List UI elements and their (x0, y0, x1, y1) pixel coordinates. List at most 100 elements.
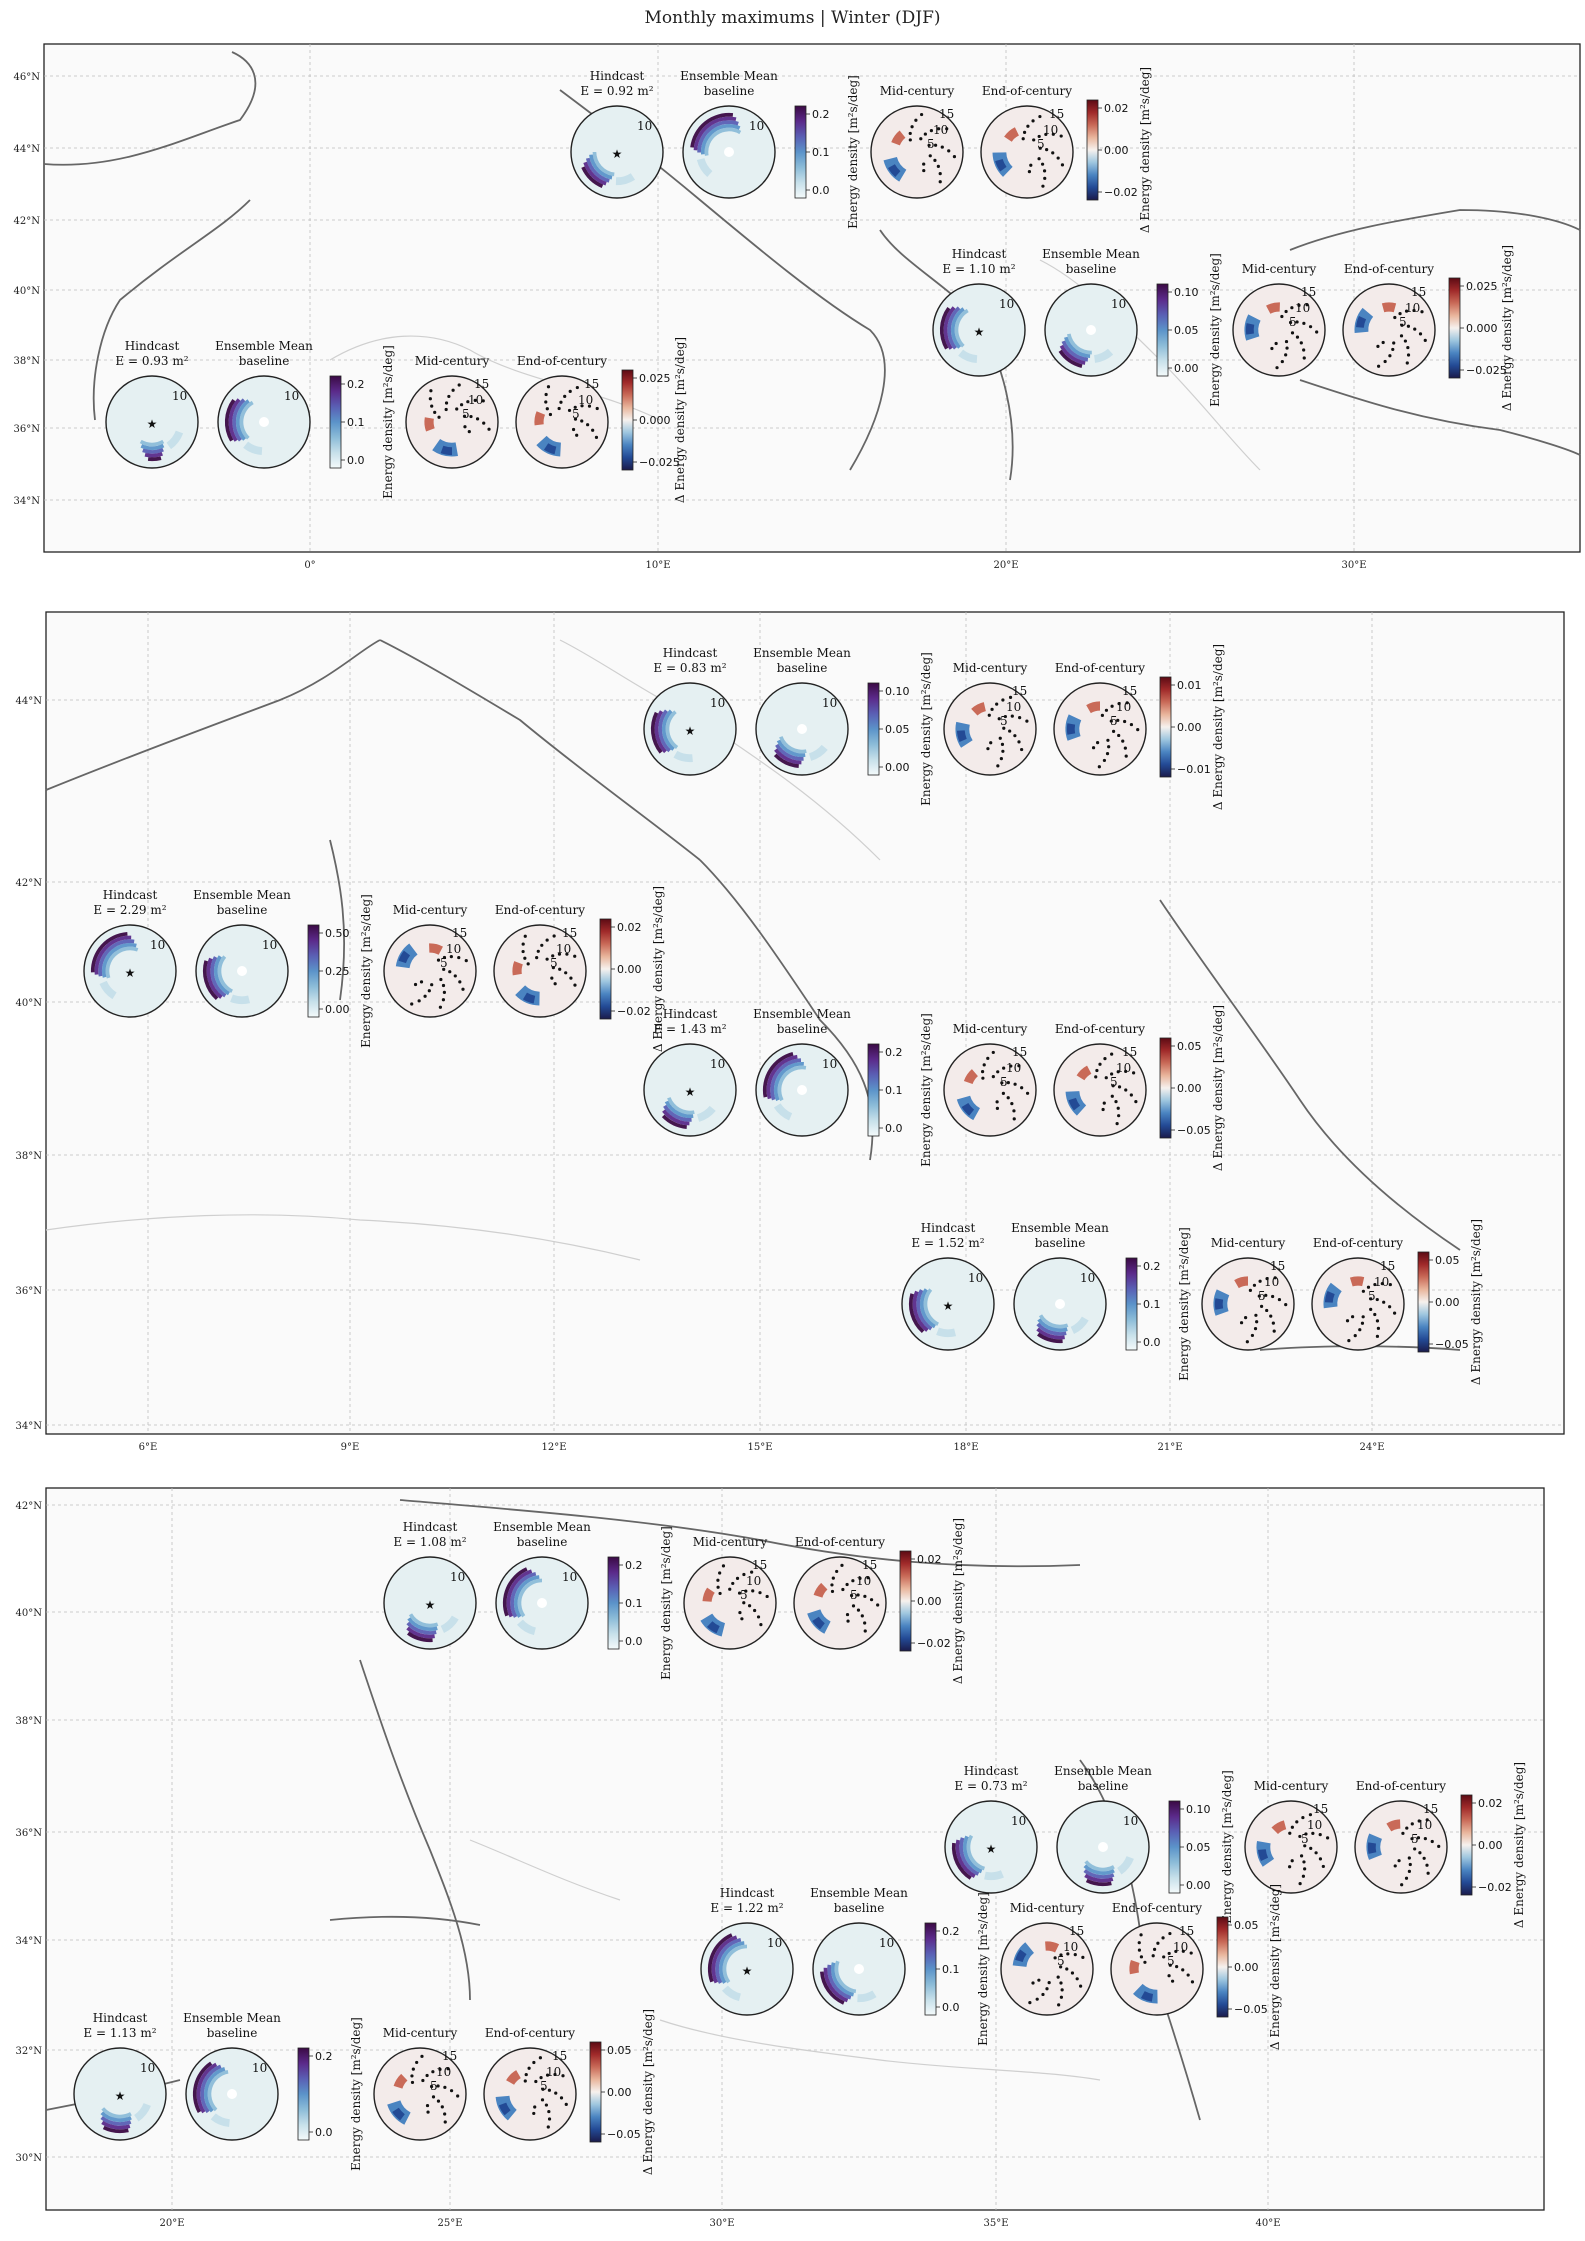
significance-dot (1405, 361, 1409, 365)
radial-label: 15 (939, 107, 954, 121)
significance-dot (869, 1598, 874, 1602)
energy-wedge (696, 158, 713, 177)
significance-dot (449, 954, 453, 959)
significance-dot (446, 2067, 450, 2071)
energy-wedge (230, 994, 251, 1005)
energy-wedge (663, 1104, 692, 1122)
significance-dot (1097, 765, 1101, 769)
coastline (92, 199, 251, 421)
radial-label: 10 (140, 2061, 155, 2075)
delta-colorbar-label: Δ Energy density [m²s/deg] (1512, 1762, 1526, 1928)
significance-dot (740, 1617, 744, 1621)
radial-label: 5 (927, 137, 935, 151)
significance-dot (1059, 1953, 1063, 1957)
hindcast-energy-label: E = 0.73 m² (954, 1779, 1027, 1793)
significance-dot (1366, 1285, 1371, 1289)
lat-tick-label: 36°N (14, 424, 41, 435)
energy-wedge (950, 307, 965, 349)
energy-wedge (936, 1327, 957, 1338)
significance-dot (1369, 1307, 1373, 1311)
energy-wedge (1083, 1869, 1115, 1879)
hindcast-energy-label: E = 1.08 m² (393, 1535, 466, 1549)
significance-dot (1143, 1960, 1147, 1964)
significance-dot (721, 1564, 726, 1568)
radial-label: 10 (546, 2065, 561, 2079)
significance-dot (438, 2067, 442, 2071)
colorbar-tick-label: 0.1 (1143, 1298, 1161, 1311)
energy-wedge (407, 1631, 433, 1643)
significance-dot (551, 954, 555, 958)
significance-dot (451, 388, 455, 392)
delta-wedge (1129, 1960, 1140, 1975)
radial-label: 5 (1167, 1954, 1175, 1968)
energy-wedge (704, 127, 742, 156)
significance-dot (1137, 1948, 1142, 1952)
significance-dot (1029, 163, 1033, 167)
delta-wedge (1068, 1097, 1081, 1111)
significance-dot (575, 433, 579, 437)
radial-label: 10 (999, 297, 1014, 311)
significance-dot (443, 2112, 447, 2116)
significance-dot (1290, 331, 1295, 335)
lon-tick-label: 0° (304, 560, 315, 571)
significance-dot (547, 2109, 551, 2114)
significance-dot (1170, 1979, 1175, 1983)
colorbar-tick-label: 0.50 (325, 927, 350, 940)
hindcast-title: Hindcast (952, 247, 1007, 261)
significance-dot (1423, 1837, 1427, 1841)
coastline (1289, 209, 1581, 251)
hindcast-energy-label: E = 0.83 m² (653, 661, 726, 675)
significance-dot (1051, 151, 1055, 155)
significance-dot (1277, 1297, 1282, 1302)
significance-dot (1037, 134, 1041, 139)
radial-label: 10 (1295, 301, 1310, 315)
significance-dot (1302, 348, 1306, 352)
colorbar-tick-label: 0.2 (812, 108, 830, 121)
significance-dot (573, 417, 578, 421)
energy-wedge (711, 1935, 738, 1984)
energy-wedge (943, 306, 956, 350)
significance-dot (1117, 733, 1121, 738)
radial-label: 5 (430, 2079, 438, 2093)
colorbar-tick-label: 0.10 (1186, 1803, 1211, 1816)
significance-dot (860, 1614, 864, 1618)
energy-wedge (217, 955, 233, 993)
significance-dot (1295, 335, 1300, 339)
end-century-title: End-of-century (485, 2026, 575, 2040)
significance-dot (444, 401, 449, 405)
significance-dot (1259, 1304, 1264, 1308)
significance-dot (1057, 2003, 1061, 2007)
energy-wedge (440, 1615, 459, 1634)
energy-wedge (202, 960, 219, 1001)
lat-tick-label: 42°N (16, 878, 43, 889)
colorbar-tick-label: 0.02 (917, 1553, 942, 1566)
significance-dot (547, 2117, 552, 2121)
significance-dot (1132, 1071, 1136, 1075)
end-century-title: End-of-century (1055, 1022, 1145, 1036)
significance-dot (547, 2088, 552, 2092)
baseline-title: baseline (1035, 1236, 1086, 1250)
significance-dot (1284, 339, 1289, 344)
energy-colorbar: 0.2 0.1 0.0 Energy density [m²s/deg] (329, 345, 395, 499)
significance-dot (420, 2054, 424, 2058)
significance-dot (1116, 718, 1120, 722)
significance-dot (731, 1581, 735, 1586)
energy-colorbar-label: Energy density [m²s/deg] (1220, 1770, 1234, 1924)
significance-dot (1376, 1326, 1381, 1330)
significance-dot (1426, 1871, 1430, 1875)
energy-colorbar-bar (924, 1922, 937, 2016)
energy-wedge (823, 1967, 849, 2003)
significance-dot (928, 154, 932, 158)
significance-dot (1406, 353, 1411, 357)
significance-dot (1265, 1277, 1269, 1281)
hindcast-energy-label: E = 0.92 m² (580, 84, 653, 98)
significance-dot (544, 2103, 548, 2107)
significance-dot (1361, 1289, 1365, 1293)
energy-wedge (100, 2116, 132, 2126)
significance-dot (553, 2072, 557, 2077)
significance-dot (1404, 1876, 1409, 1880)
end-century-title: End-of-century (495, 903, 585, 917)
significance-dot (546, 2125, 550, 2129)
significance-dot (990, 707, 994, 711)
